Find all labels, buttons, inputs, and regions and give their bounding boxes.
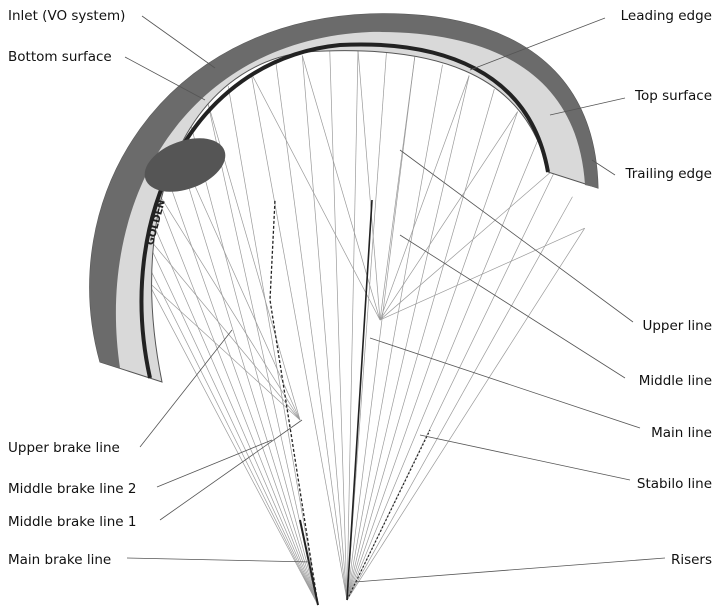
label: Main line bbox=[651, 425, 712, 441]
label: Middle brake line 1 bbox=[8, 514, 136, 530]
rigging-line bbox=[302, 56, 347, 600]
label: Middle brake line 2 bbox=[8, 481, 136, 497]
label: Upper brake line bbox=[8, 440, 120, 456]
rigging-line bbox=[380, 112, 518, 320]
rigging-line bbox=[380, 167, 557, 320]
rigging-line bbox=[189, 119, 318, 605]
rigging-line bbox=[380, 76, 469, 320]
rigging-line bbox=[347, 228, 585, 600]
rigging-line bbox=[347, 76, 469, 600]
rigging-line bbox=[148, 281, 300, 420]
rigging-line bbox=[228, 86, 318, 605]
rigging-line bbox=[143, 232, 318, 605]
rigging-line bbox=[302, 56, 380, 320]
rigging-line bbox=[152, 183, 318, 605]
rigging-line bbox=[143, 232, 300, 420]
label: Upper line bbox=[642, 318, 712, 334]
label: Inlet (VO system) bbox=[8, 8, 125, 24]
rigging-line bbox=[276, 63, 347, 600]
label: Main brake line bbox=[8, 552, 111, 568]
rigging-line bbox=[347, 197, 572, 600]
rigging-line bbox=[380, 57, 415, 320]
label: Bottom surface bbox=[8, 49, 112, 65]
label: Trailing edge bbox=[624, 166, 712, 182]
diagram: GOLDEN Inlet (VO system) Bottom surface … bbox=[0, 0, 716, 612]
label: Risers bbox=[671, 552, 712, 568]
rigging-line bbox=[161, 160, 318, 605]
label: Leading edge bbox=[621, 8, 712, 24]
rigging-line bbox=[347, 65, 442, 600]
label: Middle line bbox=[639, 373, 712, 389]
rigging-line bbox=[347, 112, 518, 600]
label: Top surface bbox=[634, 88, 712, 104]
label: Stabilo line bbox=[637, 476, 712, 492]
